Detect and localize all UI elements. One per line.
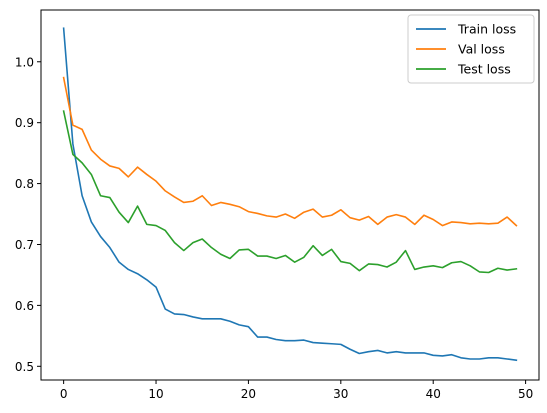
y-tick-label: 0.6	[15, 299, 34, 313]
axes-frame	[40, 9, 540, 381]
legend-label: Train loss	[457, 22, 516, 37]
legend-label: Test loss	[457, 62, 511, 77]
x-tick-label: 0	[60, 387, 68, 401]
legend-box	[407, 14, 535, 84]
legend-label: Val loss	[458, 42, 505, 57]
x-axis: 0 10 20 30 40 50	[60, 380, 533, 401]
series-line-train-loss	[62, 27, 518, 362]
y-tick-label: 0.7	[15, 238, 34, 252]
x-tick-label: 50	[518, 387, 533, 401]
x-tick-label: 10	[148, 387, 163, 401]
series-line-val-loss	[62, 76, 518, 227]
y-tick-label: 0.5	[15, 360, 34, 374]
x-tick-label: 30	[333, 387, 348, 401]
x-tick-label: 40	[426, 387, 441, 401]
y-tick-label: 0.9	[15, 116, 34, 130]
series-layer	[62, 27, 518, 362]
x-tick-label: 20	[241, 387, 256, 401]
series-line-test-loss	[62, 110, 518, 274]
legend: Train loss Val loss Test loss	[407, 14, 535, 84]
y-axis: 0.5 0.6 0.7 0.8 0.9 1.0	[15, 55, 41, 374]
y-tick-label: 0.8	[15, 177, 34, 191]
y-tick-label: 1.0	[15, 55, 34, 69]
